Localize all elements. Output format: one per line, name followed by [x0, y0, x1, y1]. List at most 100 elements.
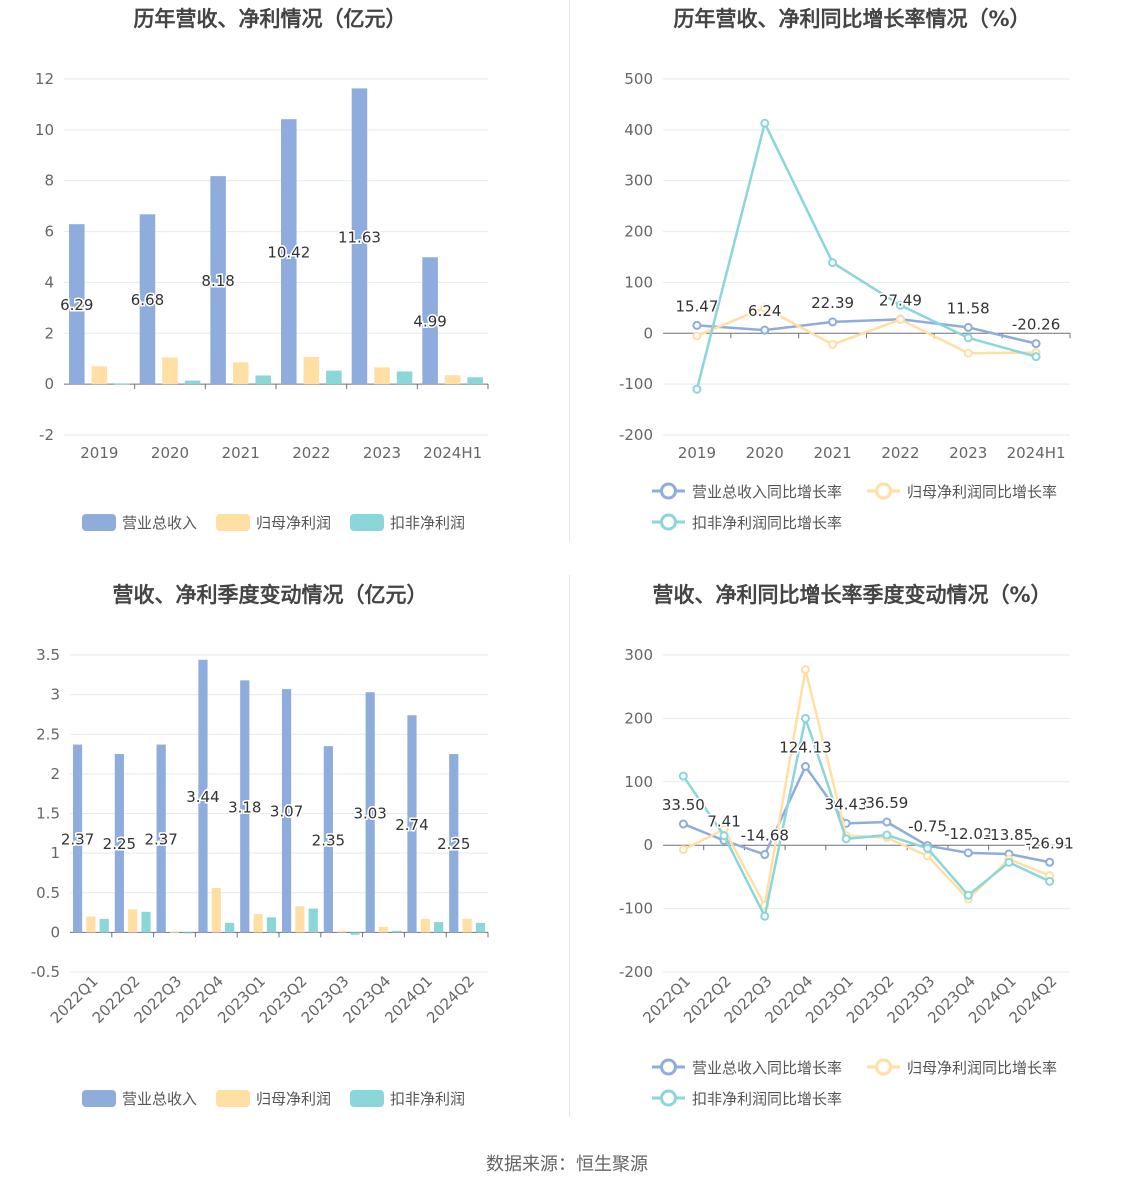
point-扣非净利润同比增长率 — [841, 834, 851, 844]
bar-扣非净利润 — [475, 922, 486, 933]
bar-data-label: 11.63 — [338, 228, 381, 246]
bar-扣非净利润 — [114, 383, 130, 385]
legend-marker — [660, 1058, 677, 1076]
point-营业总收入同比增长率 — [1031, 339, 1041, 349]
bar-归母净利润 — [232, 362, 249, 385]
bar-data-label: 2.37 — [144, 830, 177, 848]
legend-swatch — [350, 514, 384, 531]
bar-归母净利润 — [86, 916, 96, 933]
bar-归母净利润 — [378, 926, 389, 933]
y-tick-label: 400 — [624, 121, 653, 139]
x-tick-label: 2024H1 — [1007, 444, 1066, 462]
bar-营业总收入 — [139, 214, 156, 385]
bar-营业总收入 — [449, 754, 459, 933]
legend-swatch — [82, 514, 116, 531]
legend-label: 归母净利润同比增长率 — [907, 1059, 1057, 1077]
legend-label: 扣非净利润 — [390, 1090, 465, 1108]
y-tick-label: 0 — [44, 375, 54, 393]
line-data-label: 15.47 — [675, 297, 718, 315]
x-tick-label: 2023 — [949, 444, 987, 462]
bar-营业总收入 — [198, 659, 208, 933]
bar-扣非净利润 — [99, 918, 109, 933]
bar-营业总收入 — [281, 119, 297, 385]
legend-swatch — [82, 1090, 116, 1107]
line-data-label: -12.02 — [944, 825, 992, 843]
point-归母净利润同比增长率 — [760, 303, 770, 313]
point-归母净利润同比增长率 — [895, 315, 905, 325]
bar-data-label: 6.68 — [131, 291, 164, 309]
bar-营业总收入 — [281, 689, 292, 933]
y-tick-label: 200 — [624, 709, 653, 727]
line-data-label: -13.85 — [985, 826, 1033, 844]
line-营业总收入同比增长率 — [696, 318, 1037, 345]
line-data-label: 22.39 — [811, 294, 854, 312]
bar-data-label: 4.99 — [413, 313, 446, 331]
point-归母净利润同比增长率 — [828, 339, 838, 349]
bar-扣非净利润 — [326, 370, 342, 385]
y-tick-label: 0 — [50, 923, 60, 941]
legend-label: 归母净利润同比增长率 — [907, 483, 1057, 501]
y-tick-label: 0 — [643, 324, 653, 342]
x-tick-label: 2020 — [746, 444, 784, 462]
line-营业总收入同比增长率 — [682, 764, 1050, 864]
legend-label: 归母净利润 — [256, 1090, 331, 1108]
y-tick-label: 0 — [643, 836, 653, 854]
y-tick-label: 200 — [624, 223, 653, 241]
y-tick-label: 2 — [50, 765, 60, 783]
bar-归母净利润 — [420, 918, 430, 933]
y-tick-label: 500 — [624, 70, 653, 88]
x-tick-label: 2020 — [151, 444, 189, 462]
bar-营业总收入 — [72, 744, 83, 933]
bar-营业总收入 — [156, 744, 166, 933]
point-扣非净利润同比增长率 — [963, 890, 973, 900]
bar-扣非净利润 — [255, 375, 271, 385]
point-营业总收入同比增长率 — [800, 762, 810, 772]
point-扣非净利润同比增长率 — [1031, 352, 1041, 362]
bar-归母净利润 — [169, 931, 180, 933]
y-tick-label: -100 — [619, 375, 653, 393]
legend-label: 营业总收入 — [122, 514, 197, 532]
bar-归母净利润 — [374, 367, 390, 385]
point-扣非净利润同比增长率 — [760, 118, 770, 128]
y-tick-label: -200 — [619, 963, 653, 981]
bar-data-label: 3.03 — [353, 804, 386, 822]
bar-data-label: 2.37 — [61, 830, 94, 848]
x-tick-label: 2019 — [80, 444, 118, 462]
y-tick-label: 1 — [50, 844, 60, 862]
bar-data-label: 2.25 — [437, 835, 470, 853]
line-归母净利润同比增长率 — [682, 669, 1051, 910]
line-data-label: 11.58 — [947, 299, 990, 317]
y-tick-label: 6 — [44, 223, 54, 241]
x-tick-label: 2022 — [881, 444, 919, 462]
bar-data-label: 10.42 — [267, 244, 310, 262]
bar-营业总收入 — [407, 715, 417, 933]
point-扣非净利润同比增长率 — [1004, 857, 1014, 867]
bar-归母净利润 — [91, 366, 108, 385]
quarterly-growth-title: 营收、净利同比增长率季度变动情况（%） — [652, 583, 1051, 607]
bar-归母净利润 — [253, 914, 263, 933]
annual-amounts-title: 历年营收、净利情况（亿元） — [134, 7, 407, 31]
point-营业总收入同比增长率 — [760, 325, 770, 335]
point-扣非净利润同比增长率 — [678, 771, 688, 781]
point-营业总收入同比增长率 — [1045, 857, 1055, 867]
point-营业总收入同比增长率 — [963, 848, 973, 858]
y-tick-label: 4 — [44, 273, 54, 291]
y-tick-label: 3.5 — [36, 646, 60, 664]
line-data-label: -0.75 — [908, 818, 947, 836]
line-data-label: -26.91 — [1025, 834, 1073, 852]
bar-扣非净利润 — [350, 932, 360, 935]
line-data-label: 7.41 — [707, 813, 740, 831]
point-扣非净利润同比增长率 — [895, 300, 905, 310]
point-扣非净利润同比增长率 — [1045, 876, 1055, 886]
bar-归母净利润 — [211, 887, 221, 933]
bar-归母净利润 — [444, 375, 461, 385]
legend-label: 营业总收入同比增长率 — [692, 483, 842, 501]
point-营业总收入同比增长率 — [828, 317, 838, 327]
bar-扣非净利润 — [225, 922, 235, 933]
x-tick-label: 2021 — [813, 444, 851, 462]
bar-扣非净利润 — [266, 917, 277, 933]
bar-营业总收入 — [365, 692, 375, 933]
point-营业总收入同比增长率 — [678, 819, 688, 829]
point-扣非净利润同比增长率 — [800, 713, 810, 723]
bar-归母净利润 — [337, 930, 347, 933]
